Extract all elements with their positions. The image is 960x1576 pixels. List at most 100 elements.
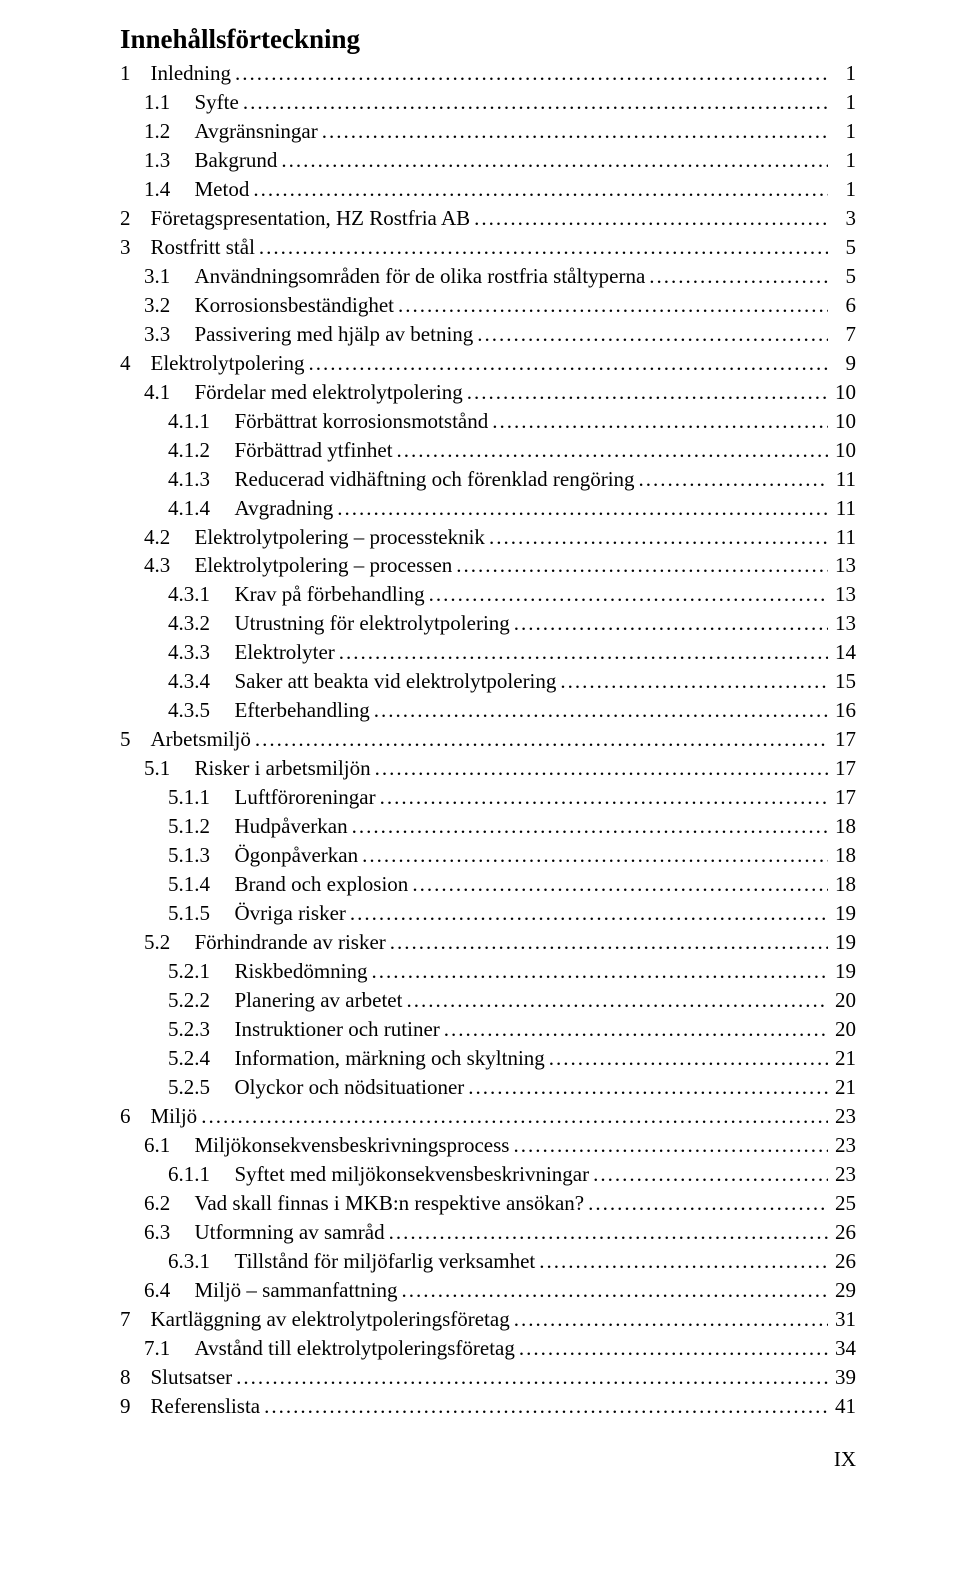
toc-entry: 6.3 Utformning av samråd26 (120, 1218, 856, 1247)
toc-entry: 7 Kartläggning av elektrolytpoleringsför… (120, 1305, 856, 1334)
toc-entry: 1.4 Metod1 (120, 175, 856, 204)
toc-leader-dots (412, 870, 828, 899)
toc-entry-page: 26 (832, 1247, 856, 1276)
toc-entry-page: 19 (832, 899, 856, 928)
toc-entry-label: Hudpåverkan (235, 812, 348, 841)
toc-leader-dots (352, 812, 828, 841)
toc-entry-label: Rostfritt stål (151, 233, 255, 262)
toc-entry-label: Syftet med miljökonsekvensbeskrivningar (235, 1160, 590, 1189)
toc-entry-label: Arbetsmiljö (151, 725, 251, 754)
toc-entry-label: Övriga risker (235, 899, 346, 928)
toc-entry-page: 21 (832, 1073, 856, 1102)
toc-entry: 1.3 Bakgrund1 (120, 146, 856, 175)
toc-leader-dots (253, 175, 828, 204)
toc-entry-label: Elektrolytpolering – processen (195, 551, 453, 580)
toc-entry: 7.1 Avstånd till elektrolytpoleringsföre… (120, 1334, 856, 1363)
toc-entry-label: Brand och explosion (235, 870, 409, 899)
page-number-footer: IX (834, 1447, 856, 1472)
toc-entry-page: 5 (832, 262, 856, 291)
toc-entry-page: 1 (832, 117, 856, 146)
toc-entry: 8 Slutsatser39 (120, 1363, 856, 1392)
toc-entry: 2 Företagspresentation, HZ Rostfria AB3 (120, 204, 856, 233)
toc-leader-dots (397, 436, 828, 465)
toc-entry: 6.3.1 Tillstånd för miljöfarlig verksamh… (120, 1247, 856, 1276)
toc-entry-page: 1 (832, 88, 856, 117)
toc-entry: 9 Referenslista41 (120, 1392, 856, 1421)
toc-entry: 5.1.2 Hudpåverkan18 (120, 812, 856, 841)
toc-entry-number: 5.2.5 (168, 1073, 224, 1102)
toc-entry-label: Miljö – sammanfattning (195, 1276, 398, 1305)
toc-entry: 3.2 Korrosionsbeständighet6 (120, 291, 856, 320)
toc-entry-number: 8 (120, 1363, 140, 1392)
toc-entry-label: Förhindrande av risker (195, 928, 386, 957)
toc-entry-label: Elektrolytpolering – processteknik (195, 523, 485, 552)
toc-entry-number: 4.3.1 (168, 580, 224, 609)
toc-leader-dots (350, 899, 828, 928)
toc-entry-label: Kartläggning av elektrolytpoleringsföret… (151, 1305, 510, 1334)
toc-leader-dots (281, 146, 828, 175)
toc-entry: 6 Miljö23 (120, 1102, 856, 1131)
toc-entry: 1 Inledning1 (120, 59, 856, 88)
toc-entry-number: 5.1.1 (168, 783, 224, 812)
toc-leader-dots (489, 523, 828, 552)
toc-leader-dots (456, 551, 828, 580)
toc-entry-number: 4.1 (144, 378, 184, 407)
toc-entry-label: Instruktioner och rutiner (235, 1015, 440, 1044)
toc-entry: 6.4 Miljö – sammanfattning 29 (120, 1276, 856, 1305)
toc-entry: 4.1.4 Avgradning11 (120, 494, 856, 523)
toc-entry-number: 1.1 (144, 88, 184, 117)
toc-entry-page: 1 (832, 146, 856, 175)
toc-entry-number: 6.4 (144, 1276, 184, 1305)
toc-entry-page: 23 (832, 1131, 856, 1160)
toc-entry: 1.1 Syfte1 (120, 88, 856, 117)
toc-entry-number: 5.2.2 (168, 986, 224, 1015)
toc-entry: 5.1.5 Övriga risker19 (120, 899, 856, 928)
toc-entry-page: 29 (832, 1276, 856, 1305)
toc-leader-dots (243, 88, 828, 117)
toc-entry-number: 4.1.2 (168, 436, 224, 465)
toc-entry-page: 11 (832, 494, 856, 523)
toc-entry-label: Användningsområden för de olika rostfria… (195, 262, 646, 291)
toc-entry: 4 Elektrolytpolering9 (120, 349, 856, 378)
toc-entry-page: 41 (832, 1392, 856, 1421)
toc-entry-label: Luftföroreningar (235, 783, 376, 812)
toc-entry-page: 20 (832, 986, 856, 1015)
toc-entry-page: 31 (832, 1305, 856, 1334)
toc-entry-number: 5.1.2 (168, 812, 224, 841)
toc-entry-number: 4.2 (144, 523, 184, 552)
toc-entry-page: 10 (832, 378, 856, 407)
toc-leader-dots (474, 204, 828, 233)
toc-entry-page: 17 (832, 725, 856, 754)
toc-entry-page: 18 (832, 841, 856, 870)
toc-entry: 4.3 Elektrolytpolering – processen13 (120, 551, 856, 580)
toc-entry-label: Slutsatser (151, 1363, 233, 1392)
toc-entry-number: 4 (120, 349, 140, 378)
toc-entry-number: 6.3 (144, 1218, 184, 1247)
toc-entry-page: 23 (832, 1160, 856, 1189)
toc-entry-label: Förbättrad ytfinhet (235, 436, 393, 465)
toc-entry-number: 5 (120, 725, 140, 754)
toc-entry-label: Planering av arbetet (235, 986, 403, 1015)
toc-leader-dots (514, 1305, 828, 1334)
toc-leader-dots (372, 957, 828, 986)
toc-entry-label: Fördelar med elektrolytpolering (195, 378, 463, 407)
toc-entry-number: 5.2.3 (168, 1015, 224, 1044)
toc-entry-label: Företagspresentation, HZ Rostfria AB (151, 204, 471, 233)
toc-leader-dots (406, 986, 828, 1015)
toc-entry: 4.3.1 Krav på förbehandling13 (120, 580, 856, 609)
toc-entry-label: Ögonpåverkan (235, 841, 359, 870)
toc-entry-label: Avgradning (235, 494, 334, 523)
toc-entry-page: 1 (832, 175, 856, 204)
toc-leader-dots (588, 1189, 828, 1218)
toc-leader-dots (375, 754, 828, 783)
toc-entry-number: 6.2 (144, 1189, 184, 1218)
toc-entry-label: Avgränsningar (195, 117, 318, 146)
toc-leader-dots (649, 262, 828, 291)
toc-leader-dots (398, 291, 828, 320)
toc-leader-dots (514, 609, 828, 638)
toc-entry: 5.2 Förhindrande av risker19 (120, 928, 856, 957)
toc-leader-dots (477, 320, 828, 349)
toc-entry-label: Saker att beakta vid elektrolytpolering (235, 667, 557, 696)
toc-entry-number: 6.1 (144, 1131, 184, 1160)
toc-entry: 5.2.4 Information, märkning och skyltnin… (120, 1044, 856, 1073)
